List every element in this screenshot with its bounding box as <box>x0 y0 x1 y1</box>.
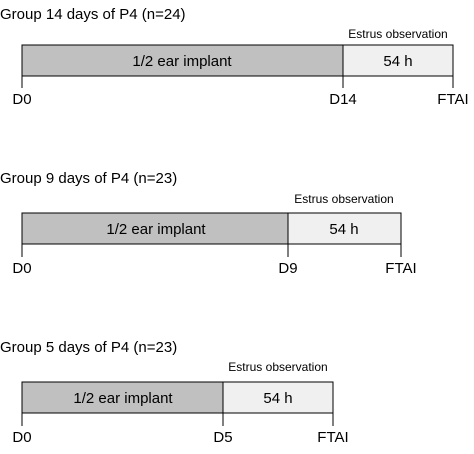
removal-label: D9 <box>278 260 297 277</box>
observation-label: Estrus observation <box>228 360 327 374</box>
implant-bar <box>21 44 344 77</box>
start-label: D0 <box>12 260 31 277</box>
observation-label: Estrus observation <box>294 192 393 206</box>
observation-duration: 54 h <box>329 221 358 238</box>
start-label: D0 <box>12 91 31 108</box>
observation-bar <box>222 381 334 414</box>
implant-bar <box>21 212 289 245</box>
implant-bar <box>21 381 224 414</box>
removal-label: D5 <box>213 429 232 446</box>
group-title: Group 14 days of P4 (n=24) <box>0 6 186 23</box>
group-title: Group 5 days of P4 (n=23) <box>0 339 177 356</box>
removal-label: D14 <box>329 91 357 108</box>
group-5-days: Group 5 days of P4 (n=23) Estrus observa… <box>0 339 349 446</box>
group-14-days: Group 14 days of P4 (n=24) Estrus observ… <box>0 6 469 108</box>
implant-label: 1/2 ear implant <box>73 390 173 407</box>
implant-label: 1/2 ear implant <box>132 53 232 70</box>
group-title: Group 9 days of P4 (n=23) <box>0 170 177 187</box>
observation-duration: 54 h <box>383 53 412 70</box>
end-label: FTAI <box>437 91 468 108</box>
start-label: D0 <box>12 429 31 446</box>
observation-label: Estrus observation <box>348 27 447 41</box>
observation-bar <box>342 44 454 77</box>
end-label: FTAI <box>385 260 416 277</box>
observation-duration: 54 h <box>263 390 292 407</box>
implant-label: 1/2 ear implant <box>106 221 206 238</box>
end-label: FTAI <box>317 429 348 446</box>
observation-bar <box>287 212 402 245</box>
group-9-days: Group 9 days of P4 (n=23) Estrus observa… <box>0 170 417 277</box>
